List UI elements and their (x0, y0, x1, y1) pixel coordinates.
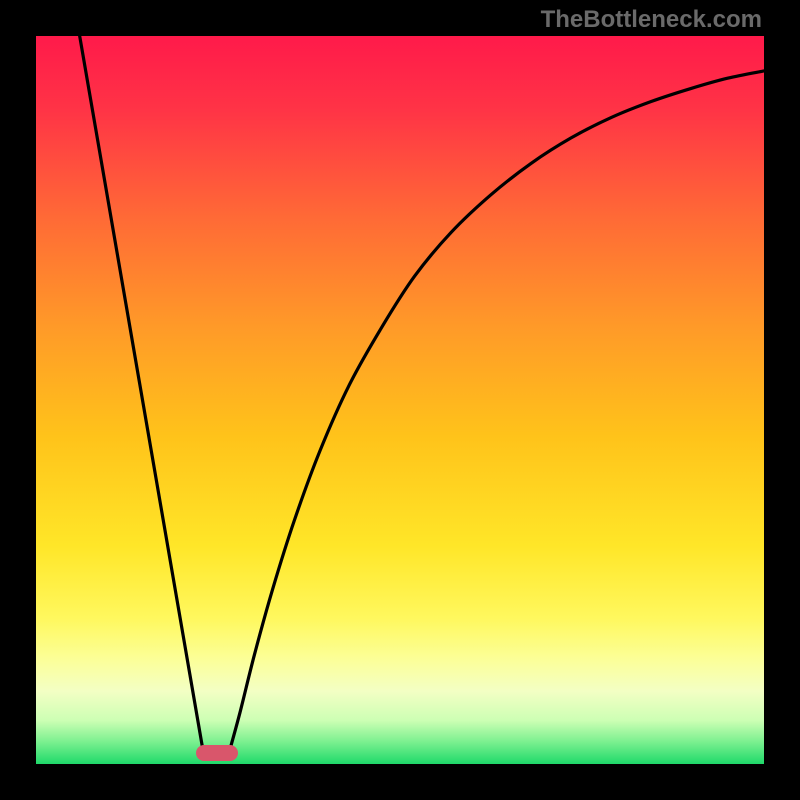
watermark-text: TheBottleneck.com (541, 6, 762, 34)
curve-layer (0, 0, 800, 800)
chart-container: TheBottleneck.com (0, 0, 800, 800)
right-curve (229, 71, 764, 753)
left-line (80, 36, 204, 753)
vertex-marker (196, 745, 238, 761)
